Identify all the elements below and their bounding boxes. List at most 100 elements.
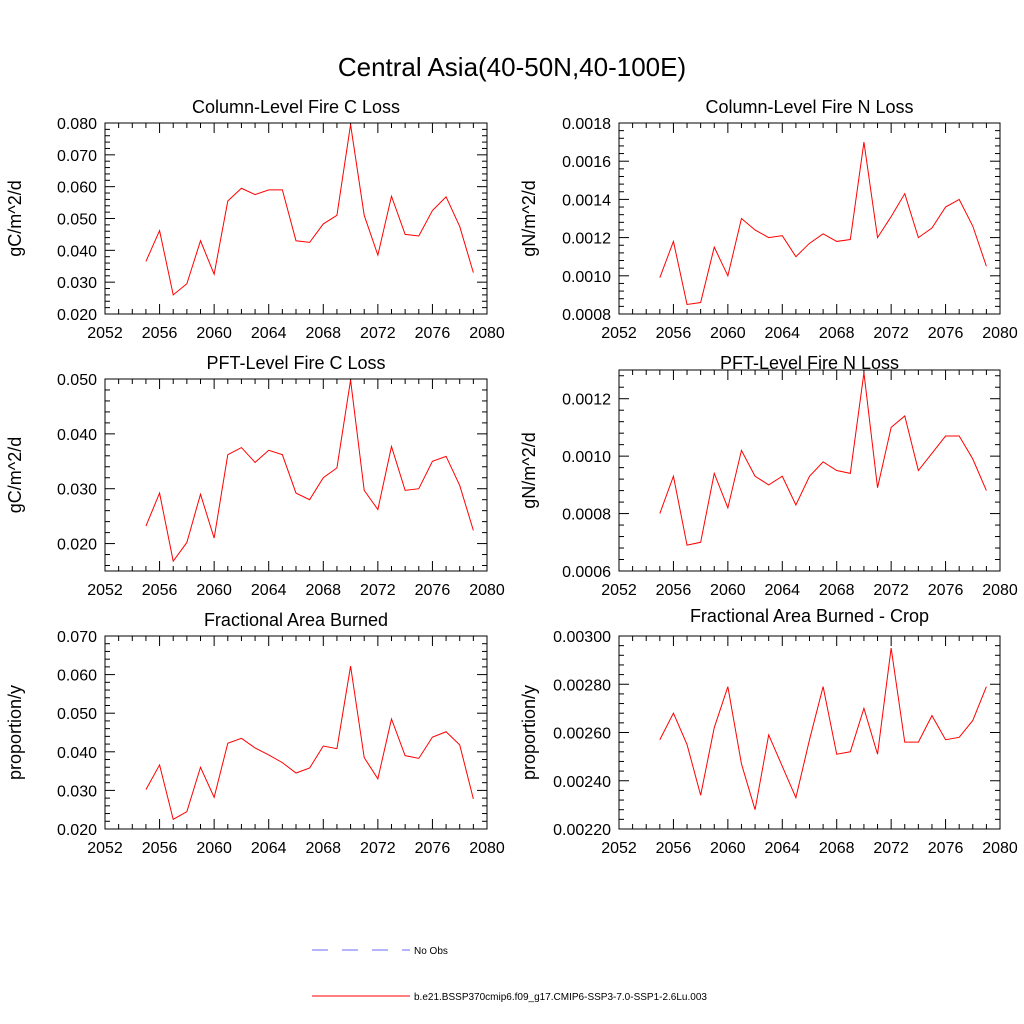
x-tick-label: 2068 [305,325,341,342]
series-line [659,647,987,810]
x-tick-label: 2080 [469,840,505,857]
x-tick-label: 2068 [819,582,855,599]
y-tick-label: 0.0008 [562,307,611,324]
x-tick-label: 2052 [601,325,637,342]
y-tick-label: 0.00300 [553,629,611,646]
x-tick-label: 2052 [601,582,637,599]
x-tick-label: 2060 [710,325,746,342]
x-tick-label: 2080 [982,840,1018,857]
x-tick-label: 2052 [87,582,123,599]
x-tick-label: 2056 [142,840,178,857]
y-tick-label: 0.050 [57,372,97,389]
x-tick-label: 2072 [360,325,396,342]
x-tick-label: 2076 [415,325,451,342]
y-tick-label: 0.0010 [562,269,611,286]
x-tick-label: 2056 [656,582,692,599]
x-tick-label: 2076 [415,840,451,857]
panel-title: PFT-Level Fire C Loss [206,353,385,373]
legend-item-1: No Obs [312,946,448,957]
x-tick-label: 2060 [196,840,232,857]
x-tick-label: 2072 [873,582,909,599]
y-tick-label: 0.00240 [553,774,611,791]
x-tick-label: 2064 [764,582,800,599]
y-tick-label: 0.070 [57,629,97,646]
x-tick-label: 2080 [469,325,505,342]
legend-label: No Obs [414,946,448,957]
y-tick-label: 0.060 [57,668,97,685]
x-tick-label: 2064 [251,840,287,857]
panel-title: Column-Level Fire N Loss [705,97,913,117]
y-tick-label: 0.040 [57,745,97,762]
panels: 2052 2056 2060 2064 2068 2072 2076 2080 0.020 0.0… [5,97,1018,857]
legend-label: b.e21.BSSP370cmip6.f09_g17.CMIP6-SSP3-7.… [414,992,707,1003]
x-tick-label: 2060 [196,325,232,342]
x-tick-label: 2052 [87,325,123,342]
plot-frame [104,122,488,315]
plot-frame [618,635,1001,830]
y-axis-label: gN/m^2/d [519,180,539,256]
x-tick-label: 2068 [819,840,855,857]
x-tick-label: 2072 [360,582,396,599]
panel-title: PFT-Level Fire N Loss [720,353,899,373]
x-tick-label: 2068 [305,840,341,857]
panel-3: 2052 2056 2060 2064 2068 2072 2076 2080 0.020 0.0… [5,353,505,599]
x-tick-label: 2052 [87,840,123,857]
y-tick-label: 0.030 [57,482,97,499]
x-tick-label: 2052 [601,840,637,857]
y-tick-label: 0.0006 [562,564,611,581]
y-tick-label: 0.040 [57,243,97,260]
x-tick-label: 2068 [819,325,855,342]
panel-4: 2052 2056 2060 2064 2068 2072 2076 2080 0.0006 0.… [519,353,1018,599]
x-tick-label: 2056 [656,840,692,857]
y-axis-label: proportion/y [519,685,539,780]
panel-title: Fractional Area Burned [204,610,388,630]
panel-5: 2052 2056 2060 2064 2068 2072 2076 2080 0.020 0.0… [5,610,505,857]
y-tick-label: 0.0014 [562,192,611,209]
x-tick-label: 2064 [251,325,287,342]
x-tick-label: 2072 [873,840,909,857]
x-tick-label: 2056 [656,325,692,342]
x-tick-label: 2056 [142,325,178,342]
x-tick-label: 2060 [710,582,746,599]
x-tick-label: 2080 [982,582,1018,599]
y-tick-label: 0.050 [57,706,97,723]
x-tick-label: 2072 [360,840,396,857]
series-line [145,666,474,821]
y-tick-label: 0.020 [57,822,97,839]
y-tick-label: 0.0016 [562,154,611,171]
y-tick-label: 0.070 [57,148,97,165]
x-tick-label: 2076 [928,582,964,599]
y-tick-label: 0.00280 [553,677,611,694]
series-line [659,142,987,306]
y-tick-label: 0.030 [57,783,97,800]
y-tick-label: 0.020 [57,537,97,554]
plot-frame [104,635,488,830]
y-tick-label: 0.0010 [562,449,611,466]
series-line [659,372,987,546]
x-tick-label: 2060 [710,840,746,857]
panel-2: 2052 2056 2060 2064 2068 2072 2076 2080 0.0008 0.… [519,97,1018,342]
plot-frame [104,378,488,572]
x-tick-label: 2064 [764,325,800,342]
series-line [145,380,474,563]
y-axis-label: gN/m^2/d [519,432,539,508]
y-tick-label: 0.050 [57,212,97,229]
plot-frame [618,122,1001,315]
series-line [145,124,474,296]
x-tick-label: 2076 [415,582,451,599]
x-tick-label: 2060 [196,582,232,599]
y-tick-label: 0.0012 [562,392,611,409]
x-tick-label: 2056 [142,582,178,599]
y-tick-label: 0.030 [57,275,97,292]
x-tick-label: 2068 [305,582,341,599]
legend-item-2: b.e21.BSSP370cmip6.f09_g17.CMIP6-SSP3-7.… [312,992,707,1003]
panel-6: 2052 2056 2060 2064 2068 2072 2076 2080 0.00220 0… [519,606,1018,857]
x-tick-label: 2076 [928,840,964,857]
y-tick-label: 0.040 [57,427,97,444]
y-axis-label: gC/m^2/d [5,180,25,256]
y-tick-label: 0.0018 [562,116,611,133]
y-tick-label: 0.00260 [553,726,611,743]
y-tick-label: 0.060 [57,180,97,197]
legend: No Obs b.e21.BSSP370cmip6.f09_g17.CMIP6-S… [312,946,707,1003]
